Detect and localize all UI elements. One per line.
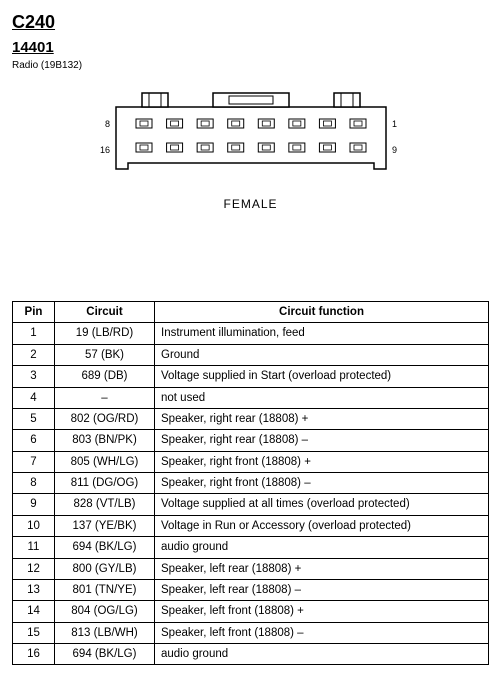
cell-pin: 1 xyxy=(13,323,55,344)
table-row: 16694 (BK/LG)audio ground xyxy=(13,644,489,665)
cell-circuit: 800 (GY/LB) xyxy=(55,558,155,579)
cell-pin: 14 xyxy=(13,601,55,622)
table-row: 10137 (YE/BK)Voltage in Run or Accessory… xyxy=(13,515,489,536)
cell-circuit: 689 (DB) xyxy=(55,366,155,387)
table-row: 6803 (BN/PK)Speaker, right rear (18808) … xyxy=(13,430,489,451)
cell-circuit: 802 (OG/RD) xyxy=(55,408,155,429)
cell-pin: 8 xyxy=(13,473,55,494)
cell-function: Speaker, right rear (18808) + xyxy=(155,408,489,429)
svg-text:9: 9 xyxy=(392,145,397,155)
cell-circuit: 694 (BK/LG) xyxy=(55,644,155,665)
cell-pin: 16 xyxy=(13,644,55,665)
table-row: 11694 (BK/LG)audio ground xyxy=(13,537,489,558)
col-pin: Pin xyxy=(13,302,55,323)
cell-circuit: 803 (BN/PK) xyxy=(55,430,155,451)
cell-function: Voltage supplied in Start (overload prot… xyxy=(155,366,489,387)
cell-function: Speaker, right front (18808) + xyxy=(155,451,489,472)
cell-circuit: 828 (VT/LB) xyxy=(55,494,155,515)
cell-pin: 10 xyxy=(13,515,55,536)
cell-function: Speaker, left front (18808) – xyxy=(155,622,489,643)
table-row: 257 (BK)Ground xyxy=(13,344,489,365)
svg-text:8: 8 xyxy=(104,119,109,129)
cell-function: Instrument illumination, feed xyxy=(155,323,489,344)
cell-circuit: 811 (DG/OG) xyxy=(55,473,155,494)
table-row: 14804 (OG/LG)Speaker, left front (18808)… xyxy=(13,601,489,622)
connector-gender-label: FEMALE xyxy=(12,197,489,211)
cell-function: Speaker, right front (18808) – xyxy=(155,473,489,494)
table-row: 15813 (LB/WH)Speaker, left front (18808)… xyxy=(13,622,489,643)
cell-pin: 12 xyxy=(13,558,55,579)
cell-circuit: 801 (TN/YE) xyxy=(55,579,155,600)
cell-pin: 6 xyxy=(13,430,55,451)
table-row: 5802 (OG/RD)Speaker, right rear (18808) … xyxy=(13,408,489,429)
pinout-table: Pin Circuit Circuit function 119 (LB/RD)… xyxy=(12,301,489,665)
table-row: 4–not used xyxy=(13,387,489,408)
svg-text:16: 16 xyxy=(99,145,109,155)
cell-pin: 3 xyxy=(13,366,55,387)
component-name: Radio (19B132) xyxy=(12,60,489,71)
cell-pin: 2 xyxy=(13,344,55,365)
cell-function: not used xyxy=(155,387,489,408)
connector-id: C240 xyxy=(12,12,489,33)
cell-function: Ground xyxy=(155,344,489,365)
cell-circuit: 694 (BK/LG) xyxy=(55,537,155,558)
table-row: 13801 (TN/YE)Speaker, left rear (18808) … xyxy=(13,579,489,600)
cell-circuit: 813 (LB/WH) xyxy=(55,622,155,643)
table-header-row: Pin Circuit Circuit function xyxy=(13,302,489,323)
connector-diagram: 8 1 16 9 xyxy=(12,85,489,185)
cell-pin: 11 xyxy=(13,537,55,558)
cell-circuit: 137 (YE/BK) xyxy=(55,515,155,536)
cell-circuit: 19 (LB/RD) xyxy=(55,323,155,344)
cell-pin: 5 xyxy=(13,408,55,429)
cell-function: Voltage supplied at all times (overload … xyxy=(155,494,489,515)
connector-svg: 8 1 16 9 xyxy=(91,85,411,185)
cell-pin: 4 xyxy=(13,387,55,408)
cell-pin: 15 xyxy=(13,622,55,643)
cell-circuit: 57 (BK) xyxy=(55,344,155,365)
cell-function: Speaker, left front (18808) + xyxy=(155,601,489,622)
cell-function: audio ground xyxy=(155,644,489,665)
col-function: Circuit function xyxy=(155,302,489,323)
cell-pin: 9 xyxy=(13,494,55,515)
svg-text:1: 1 xyxy=(392,119,397,129)
table-row: 12800 (GY/LB)Speaker, left rear (18808) … xyxy=(13,558,489,579)
part-number: 14401 xyxy=(12,39,489,56)
cell-function: audio ground xyxy=(155,537,489,558)
cell-circuit: 805 (WH/LG) xyxy=(55,451,155,472)
cell-function: Voltage in Run or Accessory (overload pr… xyxy=(155,515,489,536)
cell-circuit: – xyxy=(55,387,155,408)
cell-function: Speaker, left rear (18808) + xyxy=(155,558,489,579)
table-row: 3689 (DB)Voltage supplied in Start (over… xyxy=(13,366,489,387)
table-row: 8811 (DG/OG)Speaker, right front (18808)… xyxy=(13,473,489,494)
col-circuit: Circuit xyxy=(55,302,155,323)
table-row: 9828 (VT/LB)Voltage supplied at all time… xyxy=(13,494,489,515)
cell-function: Speaker, right rear (18808) – xyxy=(155,430,489,451)
table-row: 7805 (WH/LG)Speaker, right front (18808)… xyxy=(13,451,489,472)
cell-pin: 13 xyxy=(13,579,55,600)
cell-circuit: 804 (OG/LG) xyxy=(55,601,155,622)
table-row: 119 (LB/RD)Instrument illumination, feed xyxy=(13,323,489,344)
cell-pin: 7 xyxy=(13,451,55,472)
cell-function: Speaker, left rear (18808) – xyxy=(155,579,489,600)
